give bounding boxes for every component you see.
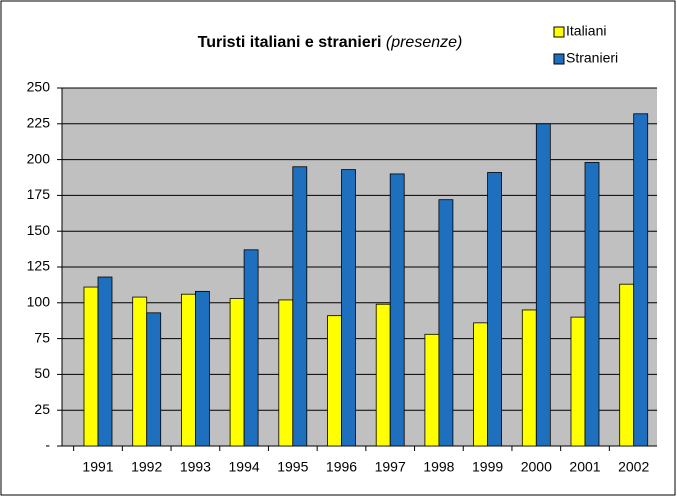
bar (194, 290, 210, 447)
x-tick-label: 1991 (82, 459, 113, 475)
x-tick-label: 1993 (180, 459, 211, 475)
x-tick-label: 1997 (375, 459, 406, 475)
legend-label: Italiani (566, 23, 606, 39)
x-tick-label: 1994 (229, 459, 260, 475)
x-tick-label: 1999 (472, 459, 503, 475)
bar (229, 298, 245, 447)
x-tick-label: 1995 (277, 459, 308, 475)
bar (278, 299, 294, 447)
bar (584, 162, 600, 447)
x-tick-label: 1998 (423, 459, 454, 475)
y-tick-label: 250 (27, 79, 51, 95)
bar (438, 199, 454, 447)
x-tick-label: 2001 (569, 459, 600, 475)
bar (243, 249, 259, 447)
y-tick-label: 25 (34, 401, 50, 417)
x-tick-label: 2002 (618, 459, 649, 475)
legend-label: Stranieri (566, 50, 618, 66)
bar (487, 172, 503, 447)
title: Turisti italiani e stranieri (presenze) (198, 34, 463, 51)
x-tick-label: 1996 (326, 459, 357, 475)
bar (146, 312, 162, 447)
chart-title: Turisti italiani e stranieri (198, 34, 382, 51)
x-tick-label: 1992 (131, 459, 162, 475)
y-tick-label: 50 (34, 365, 50, 381)
bar (83, 286, 99, 447)
y-tick-label: 175 (27, 186, 51, 202)
legend-swatch (553, 26, 565, 38)
bar (633, 113, 649, 447)
legend-swatch (553, 53, 565, 65)
y-tick-label: 100 (27, 294, 51, 310)
bar (521, 309, 537, 447)
bar (570, 316, 586, 447)
y-tick-label: 225 (27, 115, 51, 131)
bar (132, 296, 148, 447)
y-tick-label: 125 (27, 258, 51, 274)
bar (619, 283, 635, 447)
bar (180, 293, 196, 447)
bar (341, 169, 356, 447)
bar (535, 123, 551, 447)
y-tick-label: - (45, 437, 50, 453)
y-tick-label: 75 (34, 329, 50, 345)
bar (97, 276, 113, 447)
bar (473, 322, 489, 447)
bar (389, 173, 405, 447)
bar (424, 333, 440, 447)
y-tick-label: 150 (27, 222, 51, 238)
chart-subtitle: (presenze) (386, 34, 462, 51)
x-tick-label: 2000 (521, 459, 552, 475)
y-tick-label: 200 (27, 150, 51, 166)
bar (327, 315, 342, 447)
bar (292, 166, 308, 447)
bar (375, 303, 391, 447)
